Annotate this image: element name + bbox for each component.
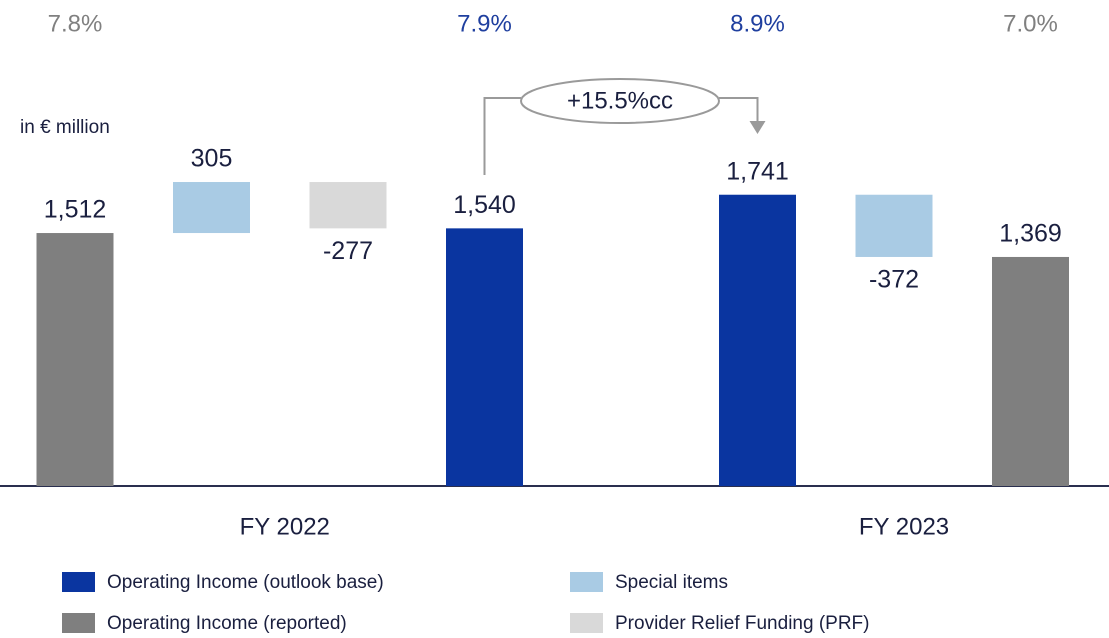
- annotation-label: +15.5%cc: [567, 87, 673, 114]
- value-label: 1,741: [726, 157, 789, 185]
- legend-swatch: [62, 572, 95, 592]
- legend-label: Operating Income (outlook base): [107, 572, 384, 593]
- annotation-arrow: [749, 121, 766, 134]
- group-label: FY 2022: [240, 513, 330, 540]
- unit-label: in € million: [20, 117, 110, 138]
- legend-label: Special items: [615, 572, 728, 593]
- value-label: 305: [191, 145, 233, 173]
- legend-swatch: [62, 613, 95, 633]
- value-label: 1,369: [999, 220, 1062, 248]
- bar: [719, 194, 796, 486]
- annotation-line: [483, 97, 759, 175]
- legend-label: Provider Relief Funding (PRF): [615, 613, 869, 634]
- bar: [309, 182, 387, 229]
- bar: [992, 256, 1069, 486]
- value-label: 1,540: [453, 191, 516, 219]
- margin-label: 7.0%: [1003, 10, 1058, 37]
- margin-label: 7.9%: [457, 10, 512, 37]
- bar: [446, 228, 523, 486]
- bar: [36, 233, 114, 486]
- legend-swatch: [570, 613, 603, 633]
- group-label: FY 2023: [859, 513, 949, 540]
- margin-label: 8.9%: [730, 10, 785, 37]
- bar: [855, 194, 933, 257]
- legend-label: Operating Income (reported): [107, 613, 347, 634]
- legend-swatch: [570, 572, 603, 592]
- annotation-ellipse: [520, 78, 720, 124]
- value-label: -277: [323, 237, 373, 265]
- margin-label: 7.8%: [48, 10, 103, 37]
- value-label: -372: [869, 266, 919, 294]
- bar: [173, 182, 250, 234]
- value-label: 1,512: [44, 196, 107, 224]
